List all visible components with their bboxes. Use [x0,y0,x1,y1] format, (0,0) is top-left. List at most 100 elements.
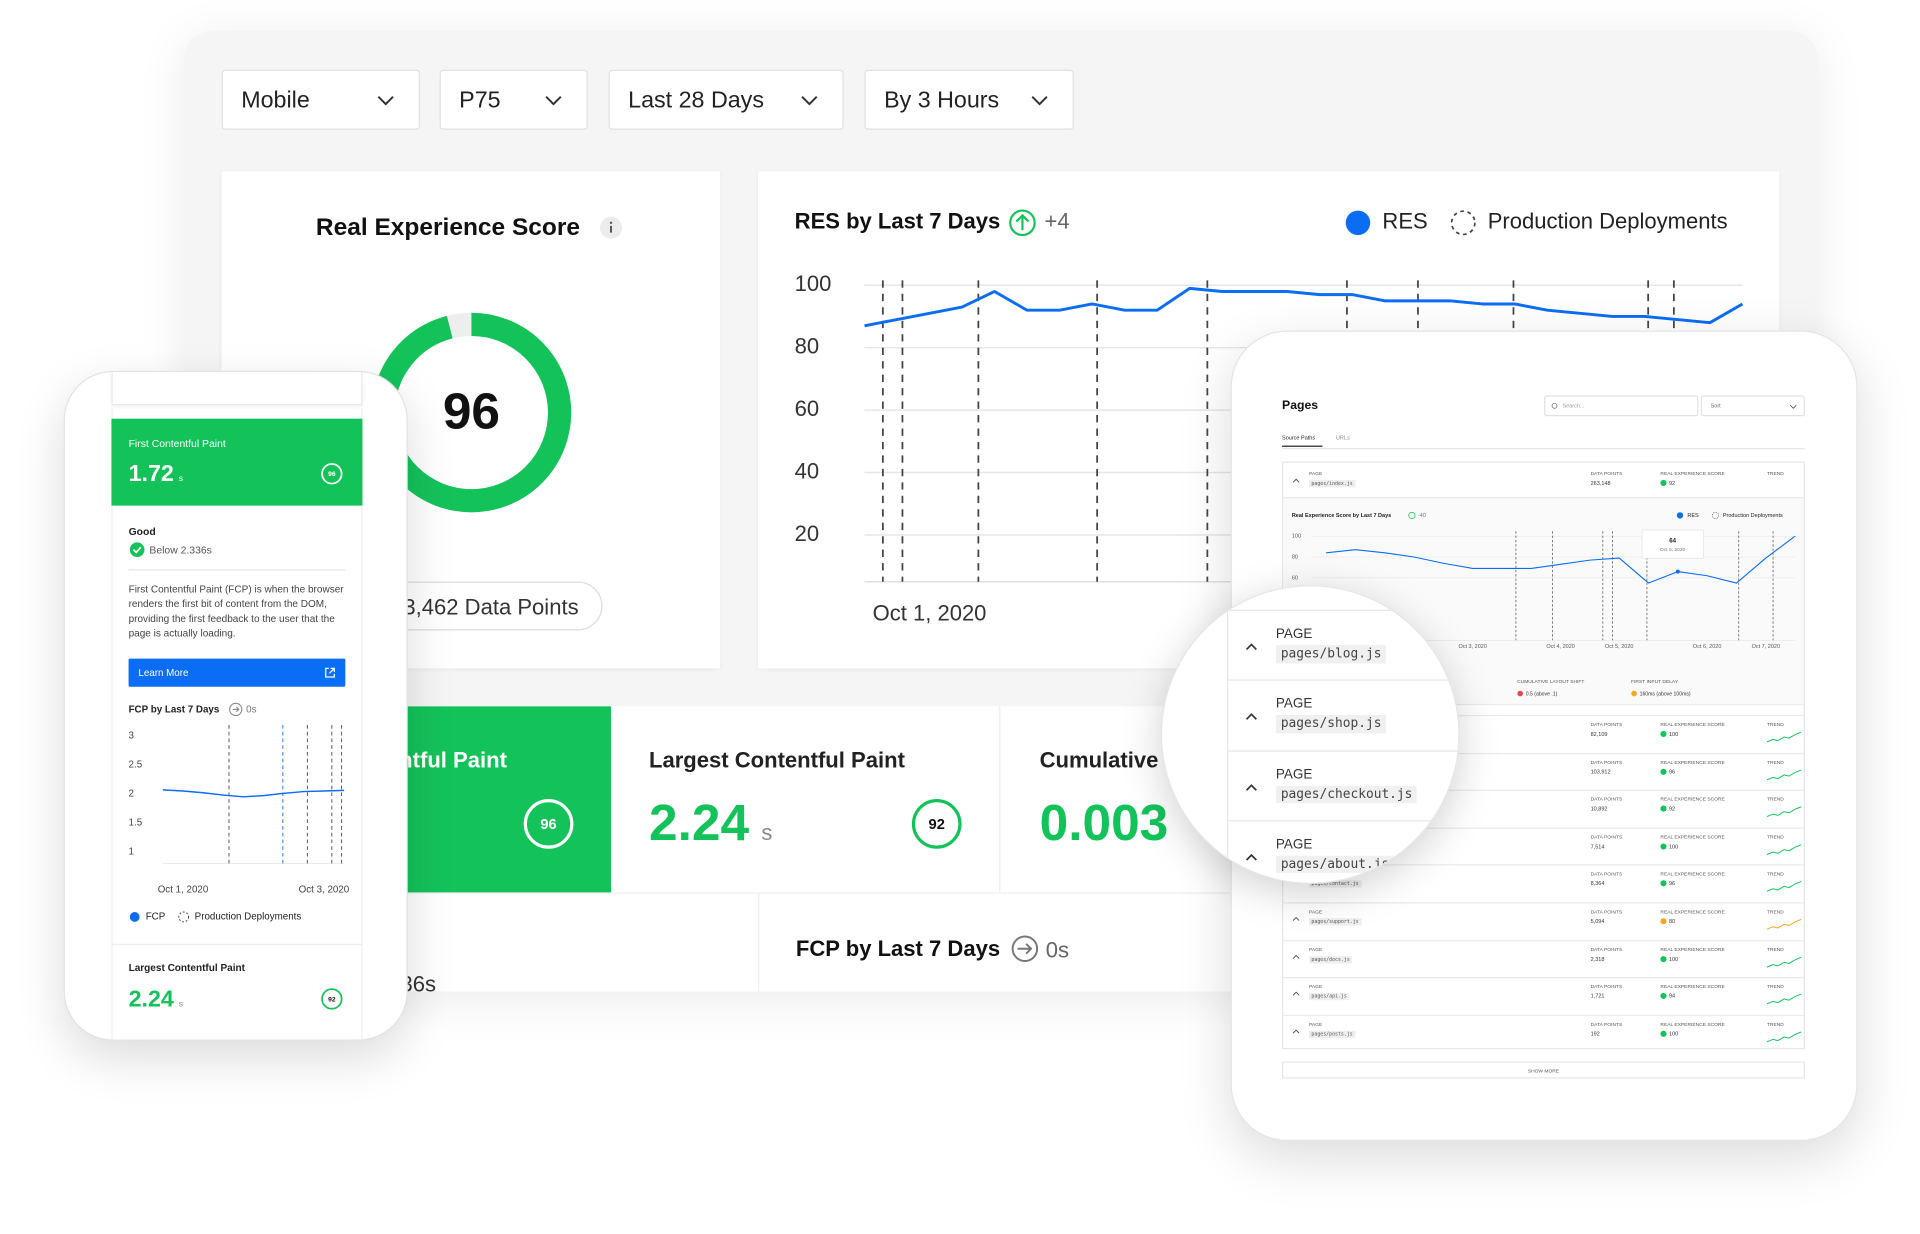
score: 92 [1668,805,1676,812]
score-dot [1660,730,1667,737]
column-label: PAGE [1308,908,1323,915]
x-tick-label: Oct 4, 2020 [1546,644,1574,650]
learn-more-button[interactable]: Learn More [128,658,346,687]
score: 100 [1668,955,1679,962]
page-path: pages/checkout.js [1275,785,1418,804]
chevron [377,96,394,106]
column-label: DATA POINTS [1590,795,1623,803]
search-box[interactable]: Search... [1544,395,1699,417]
badge-value: 96 [328,471,336,478]
data-points-pill: 3,462 Data Points [379,581,603,631]
data-points: 82,109 [1590,730,1608,737]
column-label: PAGE [1275,696,1313,712]
column-label: REAL EXPERIENCE SCORE [1660,470,1725,477]
external-glyph [325,667,335,678]
chart-title: Real Experience Score by Last 7 Days [1292,513,1391,519]
sparkline [1766,769,1802,780]
metric-label: FIRST INPUT DELAY [1631,678,1679,685]
column-label: TREND [1766,870,1784,878]
filter-label: Last 28 Days [628,88,764,114]
tab-underline [1282,445,1323,447]
score-dot [1660,993,1667,1000]
legend-swatch [1345,210,1371,236]
badge-value: 92 [929,817,945,833]
legend-label: RES [1382,209,1427,234]
y-tick-label: 100 [1292,534,1301,540]
column-label: TREND [1766,721,1784,728]
score-dot [1660,843,1667,850]
y-tick-label: 2.5 [129,759,143,770]
row-chevron [1292,916,1300,921]
score-dot-fill [1660,805,1667,812]
filter-dropdown[interactable]: By 3 Hours [864,69,1074,130]
filter-dropdown[interactable]: P75 [439,69,588,130]
change-arrow [1015,213,1030,231]
chevron [545,96,562,106]
metric-title: Largest Contentful Paint [648,747,905,773]
check-bg [129,542,145,558]
tooltip-label: Oct 5, 2020 [1660,547,1685,553]
column-label: DATA POINTS [1590,1020,1623,1027]
change-icon [1009,209,1036,237]
x-tick-label: Oct 1, 2020 [873,600,987,625]
series-line [1326,535,1796,584]
column-label: DATA POINTS [1590,983,1623,990]
row-divider [1226,749,1459,752]
column-label: REAL EXPERIENCE SCORE [1660,983,1725,990]
metric-label: CUMULATIVE LAYOUT SHIFT [1517,678,1585,685]
row-divider [1226,609,1459,611]
y-tick-label: 2 [129,788,134,799]
score: 100 [1668,843,1679,850]
sort-dropdown[interactable]: Sort [1700,395,1805,417]
y-tick-label: 80 [795,333,820,358]
row-divider [1282,977,1805,979]
score: 80 [1668,918,1676,925]
data-points: 192 [1590,1030,1600,1037]
filter-dropdown[interactable]: Last 28 Days [608,69,844,130]
score: 100 [1668,1030,1679,1037]
series-line [162,789,345,798]
score: 96 [1668,880,1676,887]
page-path: pages/index.js [1308,479,1356,488]
tab[interactable]: URLs [1335,434,1350,441]
y-tick-label: 100 [795,271,832,296]
row-divider [1226,679,1459,682]
badge-ring [321,988,343,1010]
change-icon [229,702,243,717]
column-label: REAL EXPERIENCE SCORE [1660,758,1725,765]
show-more-button[interactable]: SHOW MORE [1282,1061,1805,1079]
chevron [1292,478,1300,483]
table-edge [1226,586,1229,883]
legend-swatch [1676,512,1684,519]
data-points: 5,094 [1590,918,1605,925]
data-points: 3,462 Data Points [403,594,579,620]
row-chevron [1292,1029,1300,1034]
chart-title: FCP by Last 7 Days [128,703,220,715]
tab[interactable]: Source Paths [1282,434,1316,441]
column-label: TREND [1766,945,1784,952]
column-label: DATA POINTS [1590,945,1623,952]
score-dot [1660,1030,1667,1037]
column-label: REAL EXPERIENCE SCORE [1660,795,1725,803]
page-path: pages/shop.js [1275,715,1387,734]
status: Good [128,525,156,538]
description: First Contentful Paint (FCP) is when the… [128,583,344,640]
column-label: PAGE [1275,767,1313,782]
metric-unit: s [761,820,773,845]
page-path: pages/docs.js [1308,955,1353,963]
row-divider [1282,752,1805,754]
metric-badge: 92 [911,799,962,849]
threshold-text: Below 2.336s [149,543,212,556]
score-dot-fill [1660,955,1667,962]
icon-arrow [1017,943,1033,955]
chevron-icon [1031,96,1048,106]
y-tick-label: 40 [795,458,820,483]
tooltip-value: 64 [1669,538,1676,545]
metric-badge: 96 [523,799,574,849]
sparkline [1766,844,1802,855]
metric-title: Cumulative [1039,747,1159,773]
chevron [1292,991,1300,996]
metric-value: 1.72 [128,461,174,488]
metric-title: First Contentful Paint [128,437,226,450]
filter-dropdown[interactable]: Mobile [221,69,421,130]
